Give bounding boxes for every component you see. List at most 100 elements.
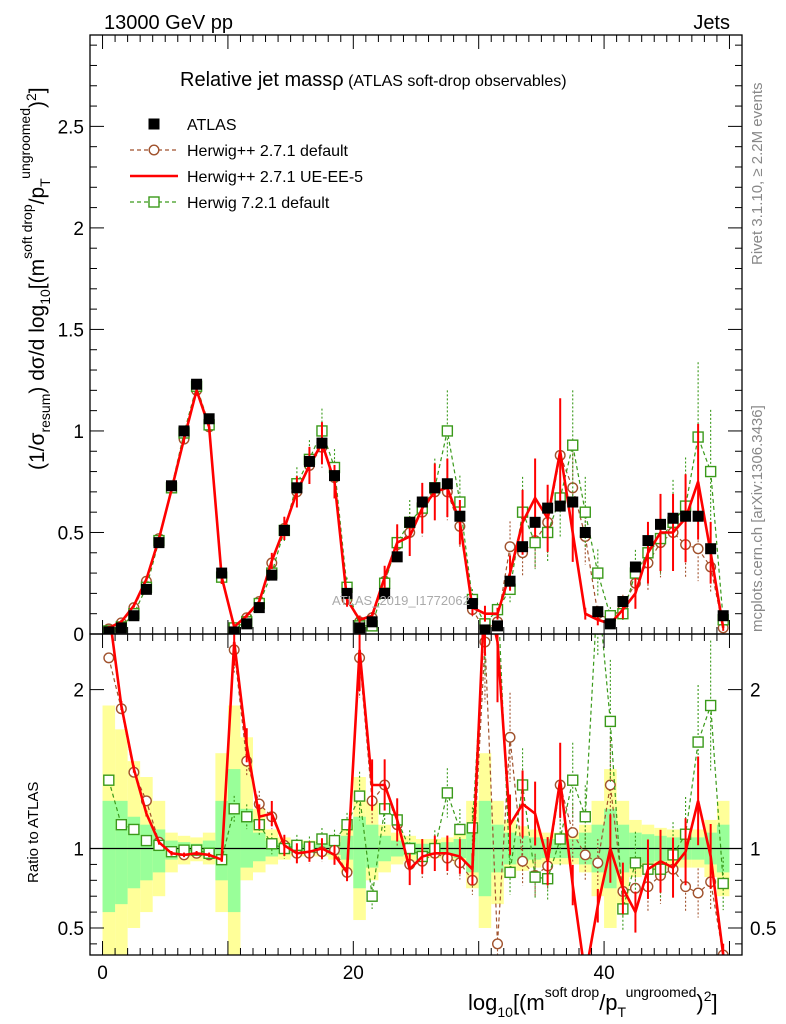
- band-green-bin: [102, 800, 116, 913]
- main-series-0-point: [253, 602, 265, 614]
- ratio-series-2-point: [228, 803, 240, 815]
- main-series-3-point: [441, 425, 454, 437]
- ratio-series-2-point: [604, 715, 617, 728]
- ratio-plot: 0 20 40 0.5 0.5 1 1 2 2: [58, 633, 776, 984]
- main-series-0-point: [128, 610, 140, 622]
- main-series-0-point: [466, 598, 478, 610]
- main-series-0-point: [692, 510, 704, 522]
- ratio-ylabel: Ratio to ATLAS: [25, 782, 42, 883]
- ratio-y-tick-label-left: 1: [73, 840, 84, 861]
- legend-label: Herwig++ 2.7.1 default: [187, 143, 349, 160]
- main-series-0-point: [278, 524, 290, 536]
- y-tick-label: 1.5: [58, 320, 84, 341]
- rivet-label: Rivet 3.1.10, ≥ 2.2M events: [749, 83, 766, 266]
- main-series-0-point: [316, 437, 328, 449]
- legend-entry: Herwig 7.2.1 default: [130, 195, 330, 212]
- ratio-y-tick-label-right: 1: [750, 840, 761, 861]
- ratio-series-0-point: [592, 857, 604, 869]
- legend-marker-circle: [148, 144, 160, 156]
- x-tick-label: 0: [97, 963, 108, 984]
- legend-marker-square: [148, 118, 160, 130]
- main-series-0-point: [241, 618, 253, 630]
- main-series-0-point: [115, 622, 127, 634]
- header-left: 13000 GeV pp: [104, 12, 233, 34]
- main-series-0-point: [617, 596, 629, 608]
- band-green-bin: [227, 769, 241, 913]
- xlabel: log10[(msoft drop/pTungroomed)2]: [468, 984, 718, 1020]
- ratio-series-2-point: [266, 838, 278, 850]
- ratio-series-0-point: [492, 938, 504, 950]
- main-series-0-point: [391, 551, 403, 563]
- main-series-0-point: [680, 510, 692, 522]
- main-series-0-point: [291, 482, 303, 494]
- ratio-series-2-point: [366, 890, 378, 902]
- ratio-series-2-point: [341, 818, 353, 831]
- band-green-bin: [253, 832, 266, 862]
- main-series-0-point: [166, 480, 177, 492]
- main-series-0-point: [542, 502, 554, 514]
- legend-entry: Herwig++ 2.7.1 default: [130, 143, 349, 160]
- ratio-y-tick-label-right: 2: [750, 681, 761, 702]
- ratio-y-tick-label-left: 0.5: [58, 919, 84, 940]
- main-series-0-point: [216, 567, 228, 579]
- main-series-0-point: [103, 626, 115, 634]
- ratio-series-1-line: [110, 634, 725, 955]
- ratio-series-2-point: [441, 787, 454, 799]
- main-series-0-point: [454, 510, 466, 522]
- main-series-0-point: [604, 618, 616, 630]
- x-tick-label: 40: [594, 963, 615, 984]
- main-series-0-point: [667, 512, 679, 524]
- main-series-0-point: [592, 606, 604, 618]
- ratio-series-2-point: [717, 877, 729, 890]
- ratio-series-2-point: [454, 823, 466, 836]
- band-green-bin: [140, 824, 153, 881]
- x-tick-label: 20: [343, 963, 364, 984]
- ratio-series-2-point: [567, 774, 579, 786]
- main-series-0-point: [517, 541, 529, 553]
- main-series-0-point: [579, 526, 591, 538]
- main-series-0-point: [567, 496, 579, 508]
- main-series-0-point: [655, 518, 666, 530]
- main-series-0-point: [140, 583, 152, 595]
- ratio-series-2-point: [554, 833, 566, 845]
- chart-title: Relative jet massρ (ATLAS soft-drop obse…: [180, 69, 567, 91]
- legend-entry: Herwig++ 2.7.1 UE-EE-5: [130, 169, 363, 186]
- legend-label: Herwig++ 2.7.1 UE-EE-5: [187, 169, 363, 186]
- band-green-bin: [365, 824, 379, 868]
- legend: ATLAS Herwig++ 2.7.1 default Herwig++ 2.7.…: [130, 117, 363, 212]
- main-series-0-point: [492, 620, 503, 632]
- chart-title-sub: (ATLAS soft-drop observables): [344, 73, 567, 90]
- ratio-series-0-point: [504, 731, 516, 743]
- ratio-series-2-point: [504, 866, 516, 879]
- ratio-series-2-point: [704, 699, 717, 712]
- main-series-3-point: [579, 506, 591, 518]
- ratio-series-2-point: [579, 811, 591, 823]
- ratio-series-0-point: [567, 827, 579, 839]
- main-series-0-point: [441, 478, 453, 490]
- main-series-0-point: [479, 624, 491, 634]
- ratio-series-0-point: [692, 887, 704, 899]
- main-series-0-point: [416, 496, 428, 508]
- main-series-0-point: [529, 516, 541, 528]
- main-series-0-point: [554, 500, 566, 512]
- main-series-0-point: [379, 587, 391, 599]
- legend-label: ATLAS: [187, 117, 237, 134]
- main-series-0-point: [228, 626, 240, 634]
- watermark: ATLAS_2019_I1772062: [332, 593, 470, 608]
- band-green-bin: [240, 808, 253, 868]
- header-right: Jets: [693, 12, 730, 34]
- main-series-3-point: [529, 536, 541, 549]
- main-series-0-point: [366, 616, 378, 628]
- ratio-series-2-point: [128, 823, 140, 836]
- band-green-bin: [353, 816, 366, 889]
- main-series-0-point: [642, 535, 654, 547]
- main-series-0-point: [153, 537, 165, 549]
- legend-entry: ATLAS: [148, 117, 237, 134]
- main-series-0-point: [629, 561, 641, 573]
- main-series-0-point: [203, 413, 215, 425]
- main-series-1-point: [504, 541, 516, 553]
- main-ylabel: (1/σresum) dσ/d log10[(msoft drop/pTungr…: [17, 87, 53, 470]
- legend-marker-square-open: [148, 196, 160, 208]
- mcplots-label: mcplots.cern.ch [arXiv:1306.3436]: [749, 405, 766, 632]
